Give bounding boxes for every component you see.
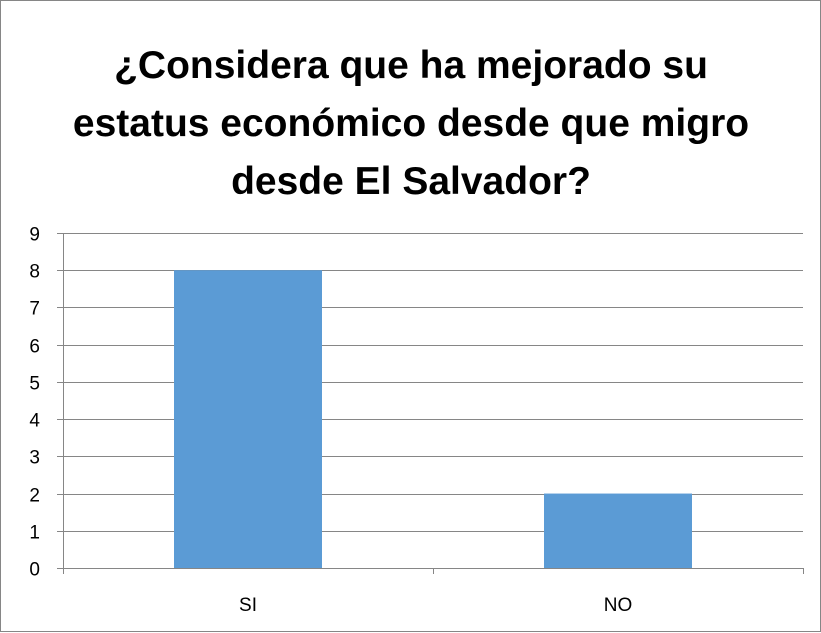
bar-si bbox=[174, 270, 322, 568]
y-tick-label-3: 3 bbox=[29, 448, 40, 469]
x-tick-label-si: SI bbox=[239, 595, 257, 616]
x-tick-label-no: NO bbox=[604, 595, 633, 616]
y-tick-label-6: 6 bbox=[29, 337, 40, 358]
y-tick-label-2: 2 bbox=[29, 486, 40, 507]
y-tick-label-7: 7 bbox=[29, 299, 40, 320]
y-tick-label-8: 8 bbox=[29, 262, 40, 283]
y-tick-label-5: 5 bbox=[29, 374, 40, 395]
y-tick-label-1: 1 bbox=[29, 523, 40, 544]
chart-title: ¿Considera que ha mejorado su estatus ec… bbox=[72, 44, 750, 203]
y-tick-label-4: 4 bbox=[29, 411, 40, 432]
bar-no bbox=[544, 493, 692, 568]
y-tick-label-0: 0 bbox=[29, 560, 40, 581]
y-tick-label-9: 9 bbox=[29, 225, 40, 246]
